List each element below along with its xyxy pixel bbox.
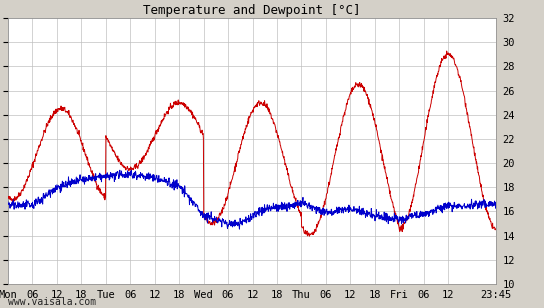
Text: www.vaisala.com: www.vaisala.com [8,297,96,307]
Title: Temperature and Dewpoint [°C]: Temperature and Dewpoint [°C] [143,4,361,17]
